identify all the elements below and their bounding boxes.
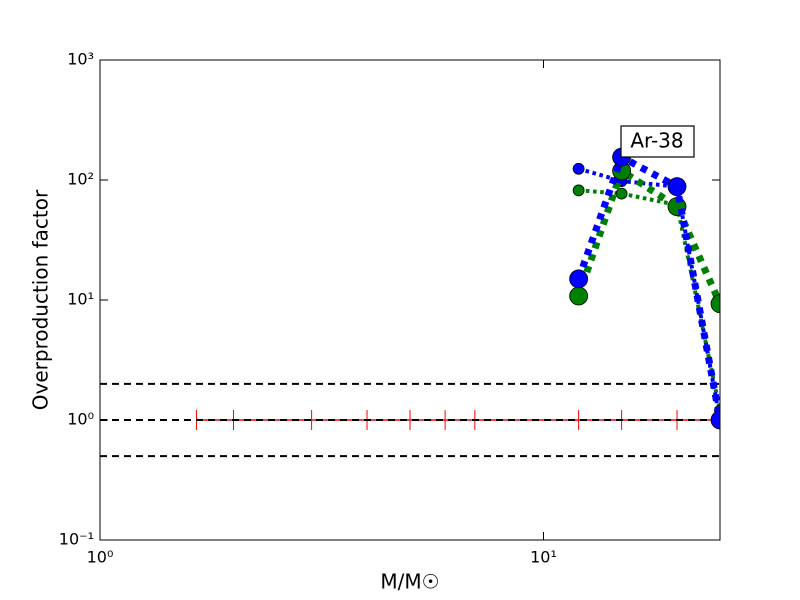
y-axis-label: Overproduction factor bbox=[29, 189, 53, 410]
marker bbox=[572, 184, 585, 197]
marker bbox=[569, 269, 589, 289]
annotation: Ar-38 bbox=[630, 129, 683, 153]
marker bbox=[569, 286, 589, 306]
y-tick-label: 10² bbox=[67, 170, 94, 189]
marker bbox=[572, 162, 585, 175]
series-line bbox=[575, 152, 720, 421]
plot-frame bbox=[99, 59, 721, 541]
marker bbox=[710, 410, 720, 430]
marker bbox=[667, 177, 687, 197]
y-tick-label: 10¹ bbox=[67, 290, 94, 309]
marker bbox=[710, 294, 720, 314]
plot-area bbox=[100, 147, 720, 458]
series-line bbox=[575, 165, 720, 306]
x-tick-label: 10⁰ bbox=[87, 548, 114, 567]
series-line bbox=[578, 166, 720, 421]
annotation-box bbox=[620, 125, 695, 158]
y-tick-label: 10⁻¹ bbox=[59, 530, 94, 549]
marker bbox=[615, 187, 628, 200]
y-tick-label: 10⁰ bbox=[67, 410, 94, 429]
x-tick-label: 10¹ bbox=[530, 548, 557, 567]
x-axis-label: M/M☉ bbox=[380, 570, 439, 594]
y-tick-label: 10³ bbox=[67, 50, 94, 69]
